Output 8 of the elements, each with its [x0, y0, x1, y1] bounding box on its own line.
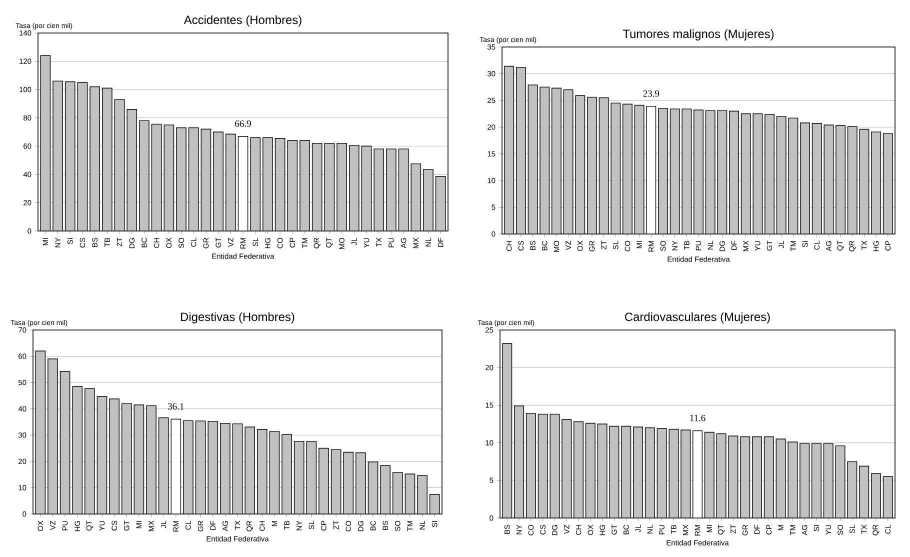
- chart-title: Accidentes (Hombres): [184, 15, 302, 26]
- chart-title: Tumores malignos (Mujeres): [622, 29, 774, 40]
- data-label: 11.6: [690, 414, 706, 422]
- chart-title: Digestivas (Hombres): [181, 312, 294, 324]
- chart-title: Cardiovasculares (Mujeres): [625, 312, 770, 324]
- data-label: 23.9: [643, 90, 660, 97]
- data-label: 36.1: [168, 403, 184, 410]
- data-label: 66.9: [235, 120, 251, 127]
